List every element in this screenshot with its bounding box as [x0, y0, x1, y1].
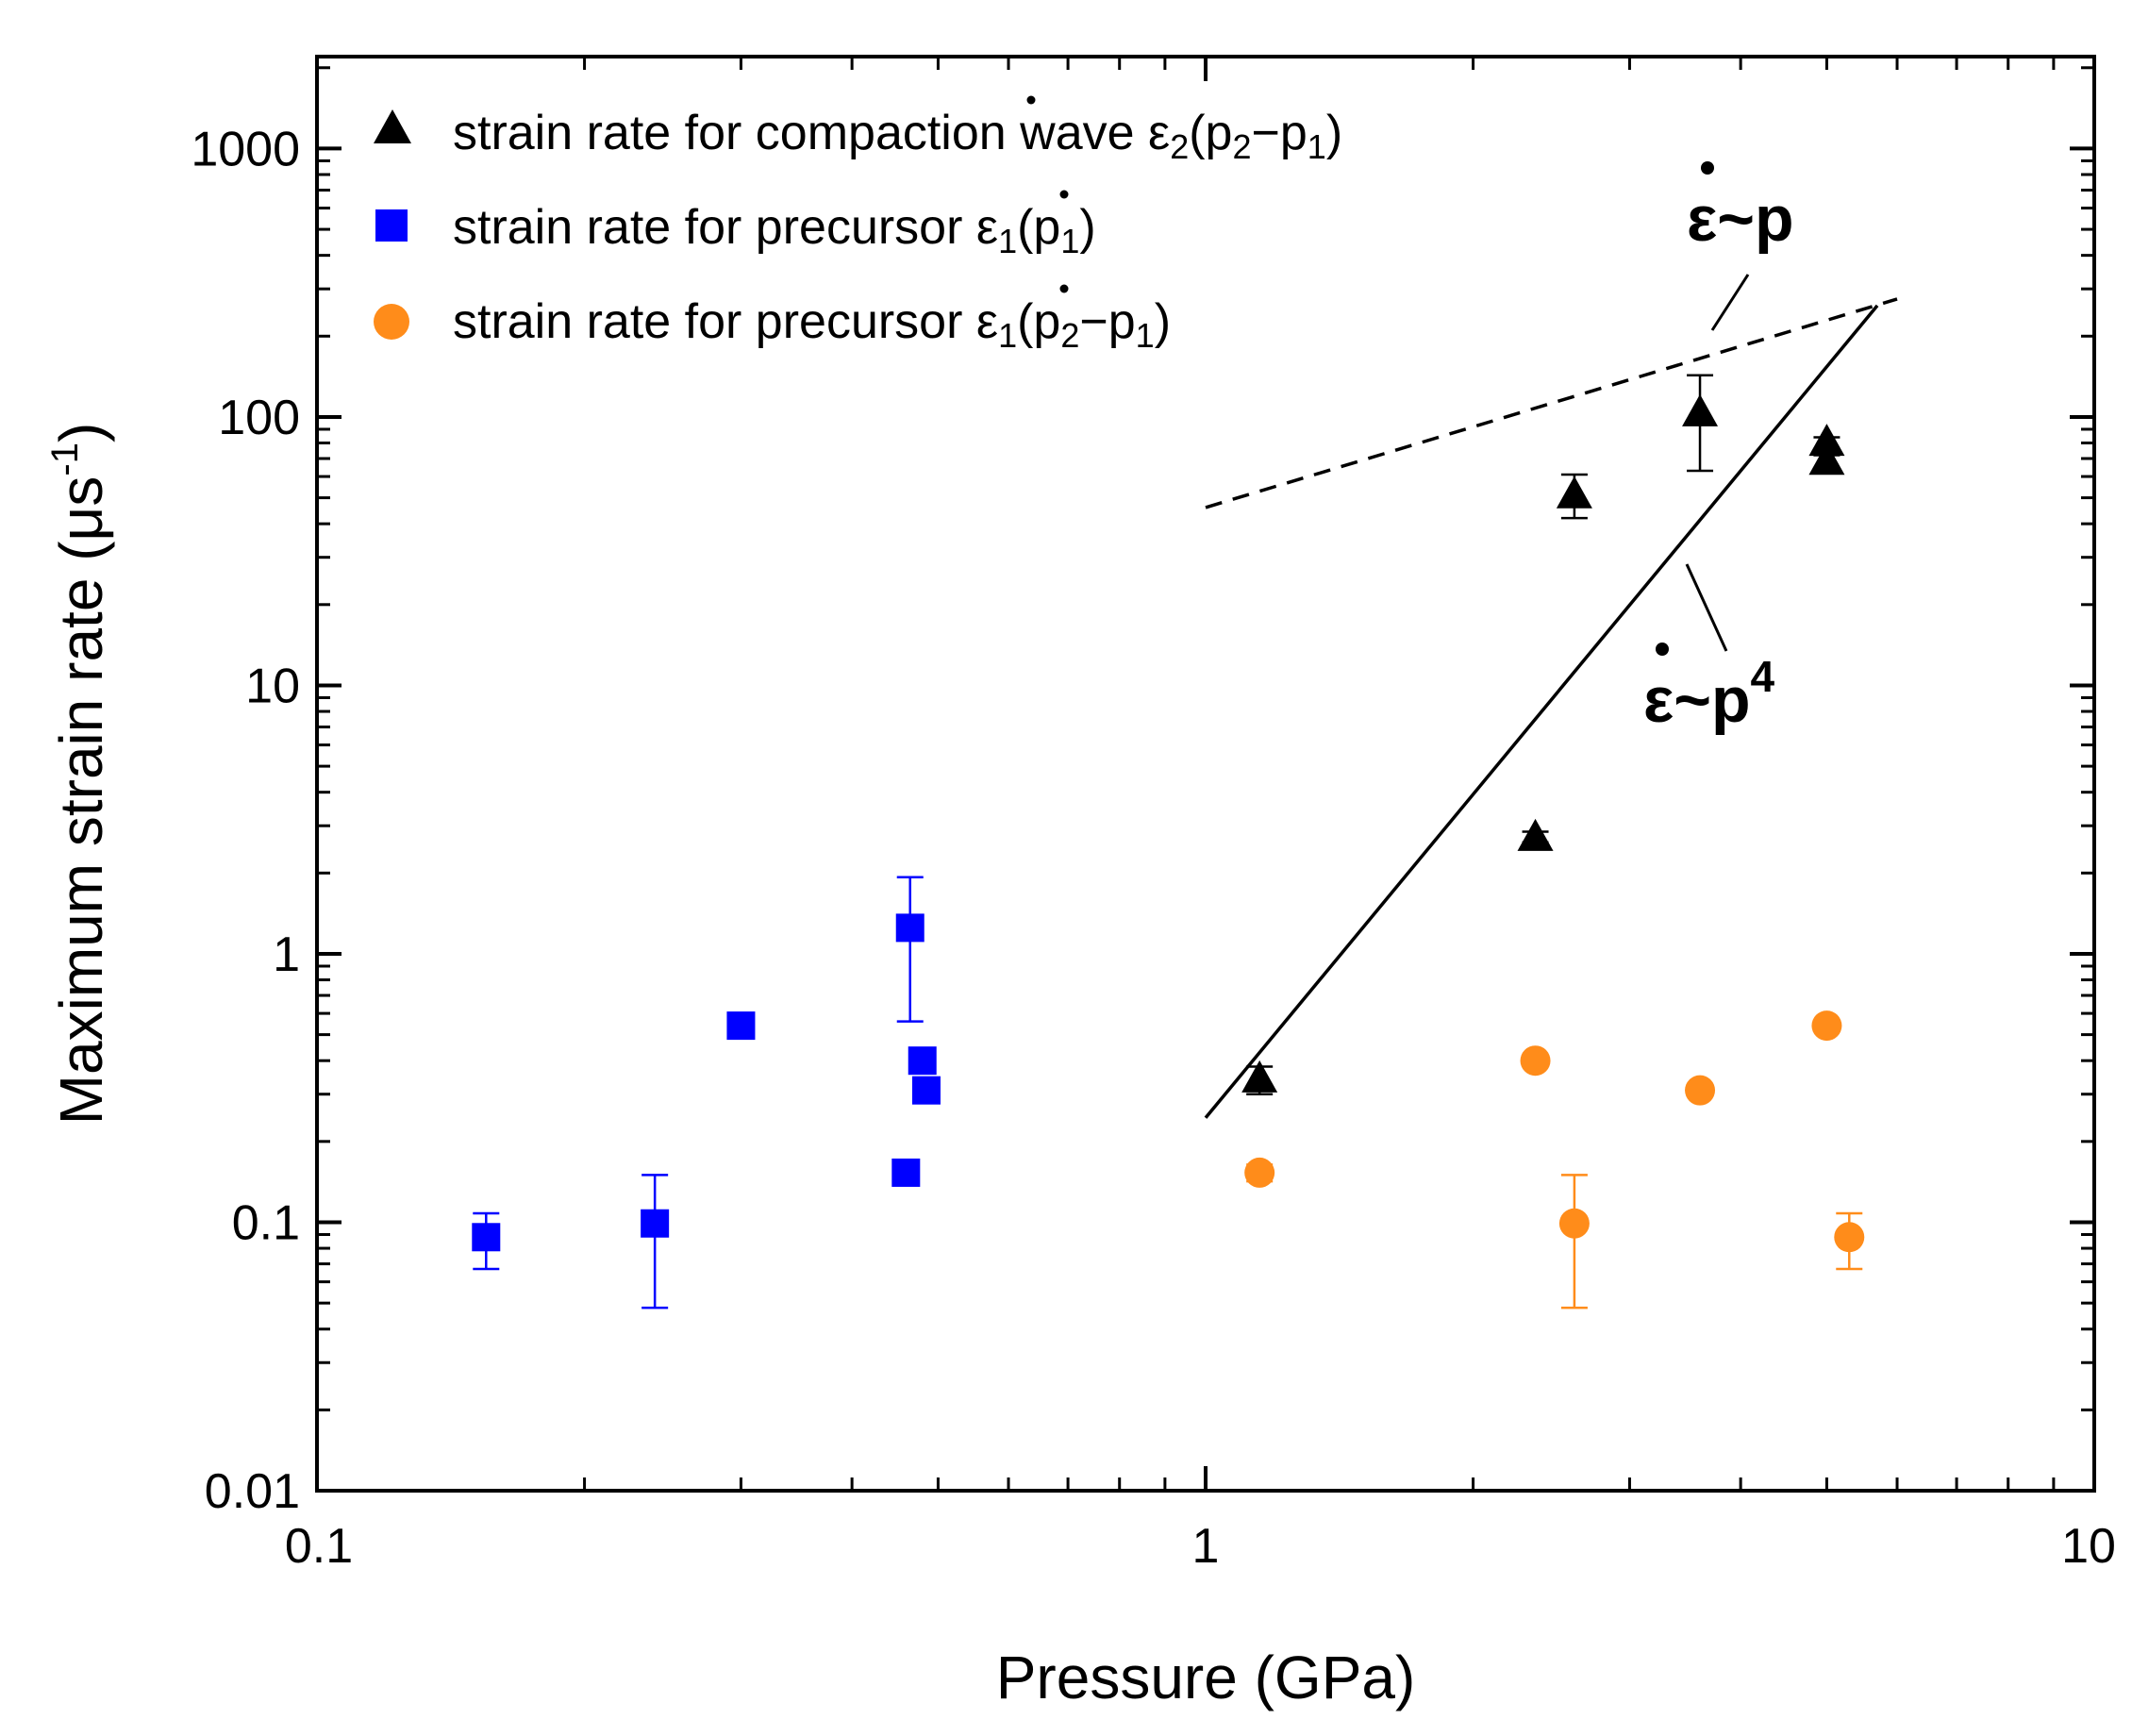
triangle-point: [1808, 424, 1845, 457]
y-axis-title: Maximum strain rate (μs-1): [44, 423, 115, 1126]
x-tick-label: 0.1: [285, 1519, 353, 1574]
square-point: [641, 1209, 670, 1238]
circle-point: [1558, 1208, 1590, 1239]
quartic-fit-label: ε~p4: [1643, 652, 1775, 736]
square-point: [895, 913, 924, 943]
legend-epsilon-dot: [1059, 284, 1069, 293]
legend-epsilon: ε: [976, 294, 998, 349]
data-markers: [472, 393, 1865, 1253]
square-point: [891, 1158, 921, 1187]
legend-triangle-marker: [374, 109, 411, 143]
legend-subscript: 2: [1170, 127, 1189, 166]
legend-close-paren: ): [1155, 294, 1171, 349]
circle-point: [1685, 1075, 1716, 1106]
y-tick-label: 1000: [191, 122, 300, 176]
legend-subscript: 1: [1308, 127, 1326, 166]
legend-circle-marker: [374, 304, 409, 340]
triangle-point: [1808, 442, 1845, 476]
error-bars: [473, 374, 1863, 1310]
legend-close-paren: ): [1079, 200, 1095, 255]
quartic-fit-pointer: [1685, 563, 1728, 652]
y-axis-title-main: Maximum strain rate (μs: [47, 476, 115, 1126]
legend: strain rate for compaction wave ε2(p2−p1…: [374, 95, 1342, 355]
legend-lead-text: strain rate for precursor: [453, 294, 976, 349]
legend-close-paren: ): [1326, 106, 1342, 160]
legend-paren: (p: [1017, 294, 1060, 349]
triangle-point: [1517, 818, 1554, 851]
quartic-fit-annotation: ε~p4: [1643, 643, 1775, 736]
quartic-fit-label-sup: 4: [1751, 652, 1775, 701]
legend-minus-p: −p: [1252, 106, 1308, 160]
x-tick-label: 10: [2061, 1519, 2116, 1574]
y-tick-label: 100: [218, 391, 300, 445]
quartic-fit-line: [1204, 304, 1879, 1119]
legend-subscript: 1: [1060, 222, 1079, 260]
square-point: [911, 1076, 941, 1105]
legend-epsilon: ε: [976, 200, 998, 255]
square-point: [726, 1011, 756, 1041]
legend-subscript: 1: [1136, 316, 1155, 355]
circle-point: [1244, 1157, 1275, 1188]
legend-paren: (p: [1189, 106, 1232, 160]
legend-minus-p: −p: [1079, 294, 1135, 349]
legend-entry-compaction: strain rate for compaction wave ε2(p2−p1…: [453, 106, 1342, 166]
x-axis-title: Pressure (GPa): [996, 1644, 1416, 1711]
triangle-point: [1556, 476, 1592, 509]
major-ticks: [315, 57, 2096, 1493]
legend-epsilon: ε: [1148, 106, 1170, 160]
square-point: [472, 1223, 501, 1252]
circle-point: [1811, 1010, 1842, 1042]
y-tick-label: 1: [273, 927, 300, 982]
legend-epsilon-dot: [1059, 190, 1069, 199]
triangle-point: [1241, 1060, 1278, 1093]
legend-subscript: 2: [1060, 316, 1079, 355]
linear-fit-pointer: [1710, 274, 1750, 331]
square-point: [908, 1046, 937, 1076]
y-tick-label: 10: [245, 659, 300, 713]
legend-subscript: 1: [998, 316, 1017, 355]
y-tick-label: 0.1: [232, 1195, 300, 1250]
linear-fit-label: ε~p: [1687, 183, 1794, 255]
epsilon-dot: [1656, 643, 1669, 656]
legend-lead-text: strain rate for precursor: [453, 200, 976, 255]
legend-epsilon-dot: [1026, 95, 1036, 105]
linear-fit-annotation: ε~p: [1687, 161, 1794, 255]
quartic-fit-label-base: ε~p: [1643, 664, 1751, 736]
legend-square-marker: [375, 209, 408, 242]
legend-entry-precursor-p2p1: strain rate for precursor ε1(p2−p1): [453, 294, 1171, 355]
legend-lead-text: strain rate for compaction wave: [453, 106, 1148, 160]
plot-frame: [315, 55, 2096, 1493]
circle-point: [1834, 1222, 1865, 1253]
y-tick-label: 0.01: [205, 1464, 300, 1519]
minor-ticks: [317, 57, 2094, 1491]
y-axis-title-end: ): [47, 423, 115, 442]
y-axis-title-sup: -1: [44, 442, 86, 476]
epsilon-dot: [1701, 161, 1714, 175]
linear-fit-line: [1205, 297, 1898, 509]
circle-point: [1520, 1045, 1551, 1077]
legend-entry-precursor-p1: strain rate for precursor ε1(p1): [453, 200, 1096, 260]
x-tick-label: 1: [1192, 1519, 1220, 1574]
legend-subscript: 1: [998, 222, 1017, 260]
legend-paren: (p: [1017, 200, 1060, 255]
legend-subscript: 2: [1232, 127, 1251, 166]
triangle-point: [1682, 393, 1719, 426]
